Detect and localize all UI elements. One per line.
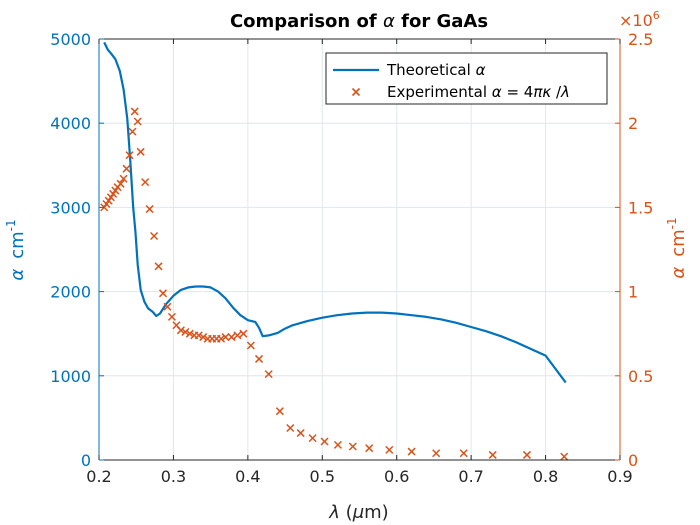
right-axis-multiplier: ×106 — [619, 9, 660, 30]
experimental-point — [167, 312, 176, 321]
experimental-point — [296, 429, 305, 438]
legend-marker-experimental — [351, 87, 361, 97]
y-axis-label-left: αcm-1 — [4, 219, 28, 280]
experimental-point — [176, 326, 185, 335]
experimental-point — [130, 107, 139, 116]
experimental-point — [181, 327, 190, 337]
experimental-point — [432, 449, 441, 458]
experimental-point — [221, 333, 230, 342]
experimental-point — [286, 423, 295, 433]
experimental-point — [116, 179, 125, 188]
experimental-point — [185, 329, 194, 338]
experimental-point — [133, 117, 142, 126]
experimental-point — [163, 302, 172, 311]
y-left-tick-label: 5000 — [50, 30, 91, 49]
experimental-point — [407, 447, 416, 456]
experimental-point — [522, 450, 531, 459]
y-right-tick-label: 2.5 — [628, 30, 653, 49]
x-tick-label: 0.9 — [607, 467, 632, 486]
experimental-point — [320, 437, 329, 446]
y-axis-label-right: αcm-1 — [665, 217, 689, 278]
legend-label-experimental: Experimental α = 4πκ /λ — [387, 83, 570, 101]
experimental-point — [233, 331, 242, 340]
legend-box — [325, 52, 608, 105]
experimental-point — [333, 440, 342, 449]
x-tick-label: 0.8 — [533, 467, 558, 486]
experimental-point — [560, 452, 569, 461]
experimental-point — [246, 341, 255, 350]
experimental-point — [488, 450, 497, 459]
legend-label-theoretical: Theoretical α — [386, 61, 486, 79]
experimental-point — [227, 333, 236, 342]
y-right-tick-label: 1 — [628, 283, 638, 302]
y-right-tick-label: 2 — [628, 114, 638, 133]
experimental-point — [459, 449, 468, 458]
experimental-series — [100, 107, 569, 461]
experimental-point — [385, 445, 394, 454]
y-left-tick-label: 3000 — [50, 198, 91, 217]
y-right-tick-label: 0 — [628, 451, 638, 470]
y-left-tick-label: 2000 — [50, 283, 91, 302]
x-axis-label: λ (μm) — [328, 502, 388, 523]
experimental-point — [122, 164, 131, 173]
experimental-point — [158, 289, 168, 298]
experimental-point — [217, 334, 226, 343]
x-tick-label: 0.5 — [310, 467, 335, 486]
experimental-point — [264, 370, 273, 379]
axes — [98, 38, 621, 461]
y-left-tick-label: 4000 — [50, 114, 91, 133]
experimental-point — [128, 127, 137, 136]
x-tick-label: 0.3 — [161, 467, 186, 486]
experimental-point — [365, 444, 374, 453]
y-left-tick-label: 1000 — [50, 367, 91, 386]
experimental-point — [145, 205, 154, 214]
experimental-point — [154, 262, 163, 271]
x-tick-label: 0.6 — [384, 467, 409, 486]
x-tick-label: 0.4 — [235, 467, 260, 486]
experimental-point — [254, 354, 264, 363]
ticks: 0.2 0.3 0.4 0.5 0.6 0.7 0.8 0.90100020003000400… — [50, 30, 653, 486]
experimental-point — [348, 442, 357, 451]
experimental-point — [194, 331, 203, 340]
theoretical-line — [103, 41, 567, 384]
experimental-point — [275, 407, 284, 416]
plot-area — [99, 39, 620, 460]
experimental-point — [308, 434, 317, 443]
y-left-tick-label: 0 — [81, 451, 91, 470]
legend: Theoretical α Experimental α = 4πκ /λ — [325, 52, 608, 105]
experimental-point — [119, 174, 128, 183]
y-right-tick-label: 1.5 — [628, 198, 653, 217]
experimental-point — [136, 147, 145, 156]
experimental-point — [150, 231, 159, 241]
x-tick-label: 0.2 — [86, 467, 111, 486]
experimental-point — [239, 329, 248, 338]
experimental-point — [141, 178, 150, 187]
theoretical-series — [103, 41, 567, 384]
experimental-point — [199, 333, 208, 342]
experimental-point — [125, 151, 134, 160]
chart-title: Comparison of α for GaAs — [230, 11, 488, 32]
x-tick-label: 0.7 — [458, 467, 483, 486]
y-right-tick-label: 0.5 — [628, 367, 653, 386]
